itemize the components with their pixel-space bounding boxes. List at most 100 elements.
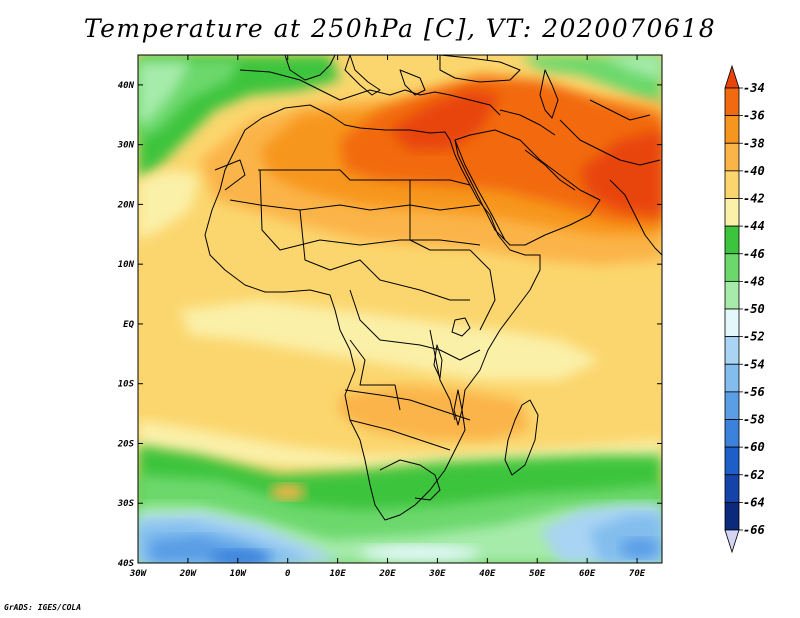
coastline-greece (399, 69, 426, 96)
colorbar-label: -46 (743, 247, 765, 261)
lon-tick-label: 40E (479, 569, 496, 579)
colorbar-swatch (724, 87, 740, 117)
lat-tick-label: 40N (118, 81, 135, 91)
border-afghanistan (589, 99, 651, 121)
coastline-europe (239, 69, 501, 116)
colorbar-label: -56 (743, 385, 765, 399)
field-orange-southafrica (340, 385, 530, 440)
coastline-africa (204, 104, 541, 521)
lat-tick-label: 20N (117, 200, 135, 210)
field-paleblue-central-south (360, 545, 480, 561)
border-south (349, 419, 451, 451)
lake-victoria (451, 317, 471, 337)
colorbar-bottom-triangle (724, 529, 740, 554)
border-north-africa (258, 169, 471, 186)
colorbar-swatch (724, 142, 740, 172)
colorbar-label: -38 (743, 136, 765, 150)
coastline-black-sea (439, 55, 521, 83)
border-south-africa (379, 459, 441, 501)
coastline-iberia (284, 55, 336, 81)
colorbar-label: -48 (743, 274, 765, 288)
field-palegreen-northeast (600, 55, 662, 80)
colorbar-label: -34 (743, 81, 765, 95)
lon-tick-label: 10E (329, 569, 346, 579)
border-southern-africa (344, 389, 471, 421)
border-iran-pakistan (559, 119, 661, 166)
colorbar-label: -62 (743, 468, 765, 482)
grads-credit: GrADS: IGES/COLA (4, 603, 82, 612)
plot-frame (137, 54, 663, 564)
border-sudan (409, 180, 470, 251)
lat-tick-label: 30S (117, 499, 135, 509)
coastline-persian-gulf (524, 149, 576, 191)
coastline-india (609, 179, 662, 256)
field-deepblue-southeast (620, 538, 660, 558)
colorbar-swatch (724, 280, 740, 310)
coastline-caspian (539, 69, 559, 119)
coastline-arabia (454, 129, 601, 246)
lon-tick-label: 20E (378, 569, 396, 579)
colorbar-swatch (724, 336, 740, 365)
colorbar-top-triangle (724, 64, 740, 89)
longitude-axis: 30W 20W 10W 0 10E 20E 30E 40E 50E 60E 70E (129, 55, 646, 579)
colorbar-swatch (724, 446, 740, 476)
lon-tick-label: 0 (285, 569, 291, 579)
colorbar-label: -58 (743, 413, 765, 427)
colorbar-swatch (724, 363, 740, 393)
colorbar-swatch (724, 474, 740, 503)
field-orange-spot-south (270, 484, 306, 500)
field-paleyellow-south (138, 420, 662, 470)
border-angola (349, 339, 401, 411)
colorbar-label: -54 (743, 357, 765, 371)
lat-tick-label: 10S (118, 380, 135, 390)
temperature-field (138, 55, 662, 563)
border-east-africa (469, 249, 496, 331)
colorbar-swatch (724, 253, 740, 282)
colorbar-label: -44 (743, 219, 765, 233)
lake-tanganyika (433, 344, 443, 379)
coastline-madagascar (504, 399, 539, 476)
colorbar-label: -42 (743, 192, 765, 206)
colorbar-swatch (724, 198, 740, 227)
field-palegreen-northwest (138, 62, 190, 125)
field-paleyellow-west (138, 170, 200, 240)
border-lake-region (429, 329, 456, 421)
colorbar-label: -60 (743, 440, 765, 454)
border-turkey-iran (499, 109, 556, 136)
latitude-axis: 40N 30N 20N 10N EQ 10S 20S 30S 40S (117, 81, 662, 569)
colorbar-swatch (724, 170, 740, 199)
colorbar-swatch (724, 501, 740, 531)
lake-malawi (453, 389, 463, 426)
lat-tick-label: 30N (117, 141, 135, 151)
field-green-northeast (520, 55, 662, 110)
border-sahel (229, 199, 481, 211)
colorbar-label: -40 (743, 164, 765, 178)
colorbar-label: -36 (743, 109, 765, 123)
coastline-red-sea (454, 139, 506, 241)
border-sahara (259, 169, 481, 251)
border-west-africa (299, 209, 470, 301)
border-western-sahara (214, 159, 246, 191)
lon-tick-label: 30W (129, 569, 148, 579)
lat-tick-label: 10N (118, 260, 135, 270)
colorbar-label: -52 (743, 330, 765, 344)
lon-tick-label: 70E (629, 569, 646, 579)
coastlines (204, 55, 662, 521)
lon-tick-label: 50E (529, 569, 546, 579)
border-central-africa (349, 289, 481, 361)
lon-tick-label: 20W (179, 569, 198, 579)
colorbar: -34 -36 -38 -40 -42 -44 -46 -48 -50 -52 -54 -56 -58 -… (724, 64, 765, 554)
lon-tick-label: 60E (579, 569, 596, 579)
coastline-italy (344, 55, 381, 96)
colorbar-swatch (724, 308, 740, 338)
lat-tick-label: 40S (118, 559, 135, 569)
colorbar-label: -50 (743, 302, 765, 316)
colorbar-swatch (724, 115, 740, 144)
lon-tick-label: 10W (230, 569, 248, 579)
colorbar-label: -64 (743, 495, 765, 509)
lon-tick-label: 30E (428, 569, 446, 579)
field-paleyellow-center (180, 300, 600, 380)
colorbar-swatch (724, 419, 740, 448)
field-darkred-east (580, 130, 662, 215)
